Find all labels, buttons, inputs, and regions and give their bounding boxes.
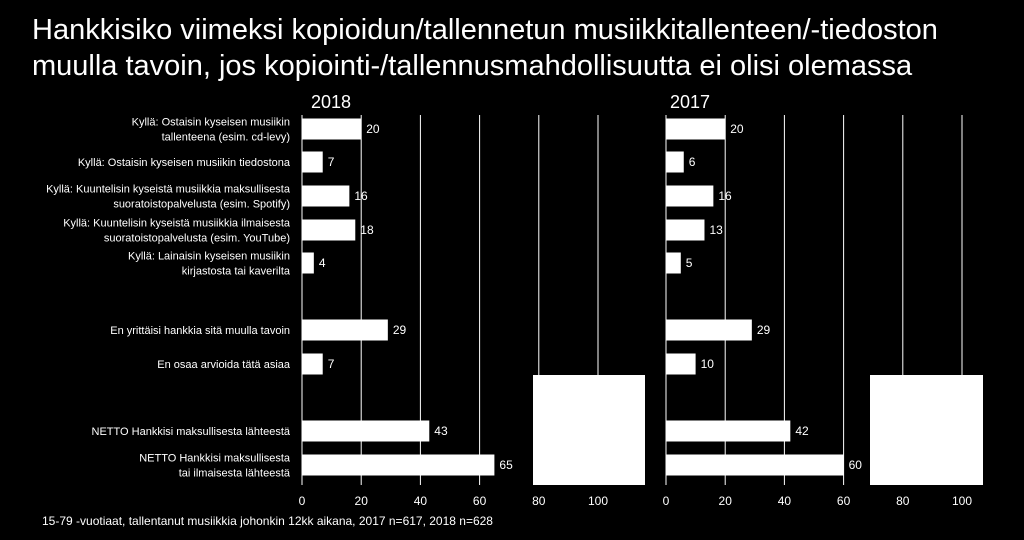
bar-2017-3 [666, 185, 714, 207]
bar-2018-6 [302, 319, 388, 341]
x-tick-label-2017-0: 0 [663, 494, 670, 508]
category-label-3: Kyllä: Kuuntelisin kyseistä musiikkia ma… [46, 184, 291, 211]
category-label-7: En osaa arvioida tätä asiaa [157, 359, 291, 371]
value-label-2017-5: 5 [686, 256, 693, 270]
x-tick-label-2018-80: 80 [532, 494, 546, 508]
bar-2017-7 [666, 353, 696, 375]
value-label-2018-4: 18 [360, 223, 374, 237]
x-tick-label-2017-80: 80 [896, 494, 910, 508]
value-label-2018-5: 4 [319, 256, 326, 270]
bar-2017-9 [666, 454, 844, 476]
bar-2018-9 [302, 454, 495, 476]
value-label-2017-1: 20 [730, 122, 744, 136]
bar-2017-5 [666, 252, 681, 274]
x-tick-label-2017-100: 100 [952, 494, 972, 508]
x-tick-label-2018-20: 20 [355, 494, 369, 508]
category-label-4: Kyllä: Kuuntelisin kyseistä musiikkia il… [63, 218, 291, 245]
bar-2017-4 [666, 219, 705, 241]
bar-2017-1 [666, 118, 726, 140]
x-tick-label-2018-100: 100 [588, 494, 608, 508]
value-label-2018-6: 29 [393, 323, 407, 337]
value-label-2017-3: 16 [718, 189, 732, 203]
value-label-2018-1: 20 [366, 122, 380, 136]
panel-mask-2018 [533, 375, 645, 485]
value-label-2018-9: 65 [499, 458, 513, 472]
bar-2017-8 [666, 420, 791, 442]
panel-title-2017: 2017 [670, 92, 710, 112]
bar-2018-2 [302, 151, 323, 173]
bar-2018-8 [302, 420, 430, 442]
category-label-2: Kyllä: Ostaisin kyseisen musiikin tiedos… [78, 157, 291, 169]
category-label-9: NETTO Hankkisi maksullisesta tai ilmaises… [139, 453, 291, 480]
value-label-2017-9: 60 [849, 458, 863, 472]
category-label-5: Kyllä: Lainaisin kyseisen musiikin kirjas… [128, 251, 291, 278]
value-label-2018-7: 7 [328, 357, 335, 371]
value-label-2017-6: 29 [757, 323, 771, 337]
category-label-1: Kyllä: Ostaisin kyseisen musiikin tallent… [132, 117, 290, 144]
value-label-2017-4: 13 [709, 223, 723, 237]
x-tick-label-2017-60: 60 [837, 494, 851, 508]
value-label-2017-8: 42 [795, 424, 809, 438]
footnote: 15-79 -vuotiaat, tallentanut musiikkia j… [42, 514, 493, 528]
bar-2018-5 [302, 252, 314, 274]
bar-2017-6 [666, 319, 752, 341]
category-label-6: En yrittäisi hankkia sitä muulla tavoin [110, 325, 290, 337]
x-tick-label-2017-20: 20 [719, 494, 733, 508]
panel-title-2018: 2018 [311, 92, 351, 112]
x-tick-label-2018-40: 40 [414, 494, 428, 508]
panel-mask-2017 [870, 375, 983, 485]
bar-2018-7 [302, 353, 323, 375]
category-label-8: NETTO Hankkisi maksullisesta lähteestä [92, 426, 291, 438]
x-tick-label-2017-40: 40 [778, 494, 792, 508]
bar-2018-4 [302, 219, 356, 241]
x-tick-label-2018-0: 0 [299, 494, 306, 508]
chart-title: Hankkisiko viimeksi kopioidun/tallennetu… [32, 14, 938, 82]
value-label-2017-2: 6 [689, 155, 696, 169]
value-label-2018-3: 16 [354, 189, 368, 203]
bar-2017-2 [666, 151, 684, 173]
x-tick-label-2018-60: 60 [473, 494, 487, 508]
value-label-2017-7: 10 [701, 357, 715, 371]
bar-2018-3 [302, 185, 350, 207]
value-label-2018-8: 43 [434, 424, 448, 438]
value-label-2018-2: 7 [328, 155, 335, 169]
bar-2018-1 [302, 118, 362, 140]
